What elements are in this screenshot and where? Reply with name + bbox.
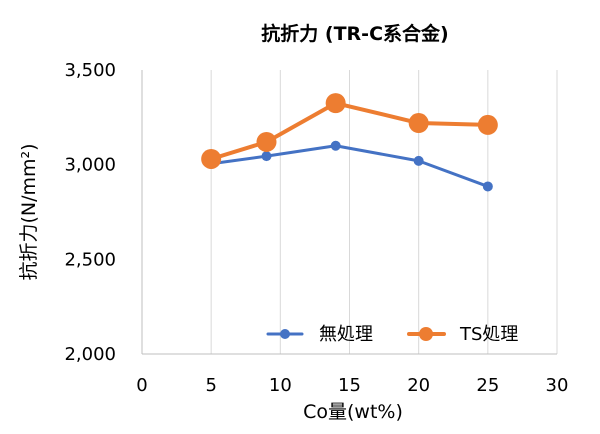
legend-label: TS処理 bbox=[459, 324, 518, 345]
data-point bbox=[408, 113, 429, 134]
y-tick-label: 3,500 bbox=[64, 60, 116, 81]
x-tick-label: 15 bbox=[338, 375, 361, 396]
x-tick-label: 30 bbox=[546, 375, 569, 396]
legend-swatch-marker bbox=[419, 327, 433, 341]
data-point bbox=[330, 140, 341, 151]
data-point bbox=[477, 114, 498, 135]
series-1 bbox=[201, 93, 498, 169]
legend-label: 無処理 bbox=[319, 324, 373, 345]
x-tick-label: 0 bbox=[136, 375, 147, 396]
legend-swatch-marker bbox=[280, 329, 290, 339]
legend-item: TS処理 bbox=[407, 324, 518, 345]
y-tick-label: 2,500 bbox=[64, 249, 116, 270]
data-point bbox=[325, 93, 346, 114]
grid-layer bbox=[210, 70, 558, 354]
y-tick-label: 2,000 bbox=[64, 344, 116, 365]
x-tick-label: 5 bbox=[205, 375, 216, 396]
axis-layer bbox=[141, 70, 557, 355]
data-point bbox=[201, 148, 222, 169]
data-point bbox=[256, 131, 277, 152]
y-tick-label: 3,000 bbox=[64, 155, 116, 176]
x-tick-label: 20 bbox=[407, 375, 430, 396]
chart-title: 抗折力 (TR-C系合金) bbox=[261, 22, 448, 45]
x-tick-label: 25 bbox=[476, 375, 499, 396]
data-point bbox=[261, 151, 272, 162]
x-tick-label: 10 bbox=[269, 375, 292, 396]
series-layer bbox=[201, 93, 498, 192]
data-point bbox=[413, 155, 424, 166]
tick-label-layer: 0 5 10 15 20 25 30 2,000 2,500 3,000 3,500 bbox=[64, 60, 568, 396]
x-axis-label: Co量(wt%) bbox=[303, 401, 403, 423]
legend: 無処理 TS処理 bbox=[266, 324, 518, 345]
data-point bbox=[482, 181, 493, 192]
legend-item: 無処理 bbox=[266, 324, 373, 345]
y-axis-label: 抗折力(N/mm²) bbox=[18, 143, 40, 280]
